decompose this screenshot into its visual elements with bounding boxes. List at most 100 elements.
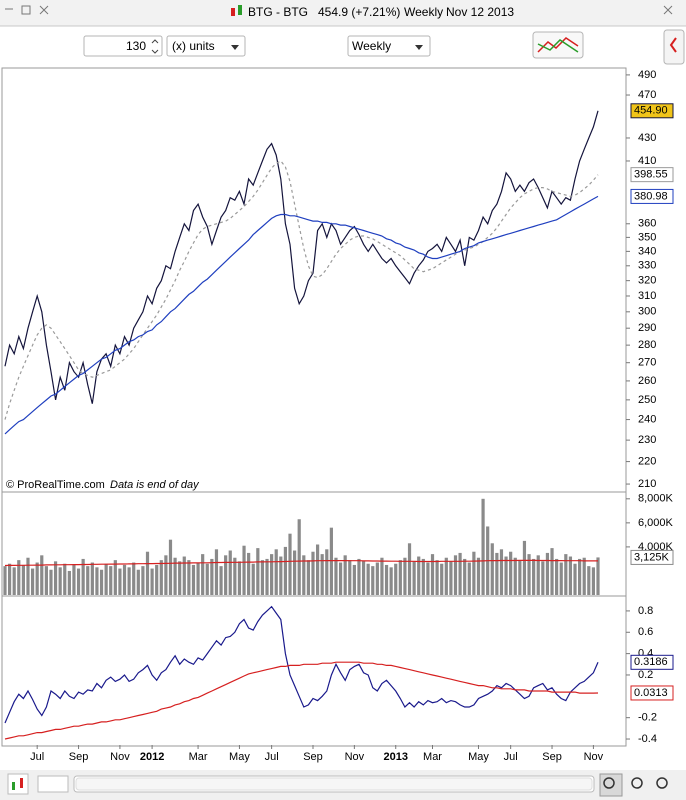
last-value-label: 0.0313 — [634, 687, 668, 699]
note: Data is end of day — [110, 479, 200, 491]
volume-bar — [191, 564, 196, 595]
y-tick-label: 260 — [638, 375, 656, 387]
volume-bar — [490, 543, 494, 595]
side-panel-button[interactable] — [663, 29, 685, 65]
volume-bar — [315, 544, 320, 595]
volume-bar — [476, 557, 481, 595]
y-tick-label: 220 — [638, 455, 656, 467]
volume-bar — [35, 562, 39, 595]
history-button[interactable] — [37, 775, 69, 793]
zoom-in[interactable] — [656, 777, 668, 789]
x-tick-label: 2013 — [383, 751, 407, 763]
last-value-box — [630, 188, 674, 204]
volume-bar — [233, 557, 237, 595]
last-value-label: 3,125K — [634, 551, 670, 563]
volume-bar — [26, 557, 30, 595]
scroll-thumb[interactable] — [75, 777, 593, 791]
volume-bar — [361, 561, 366, 595]
volume-bar — [118, 568, 122, 595]
zoom-tool[interactable] — [599, 773, 623, 797]
volume-bar — [145, 551, 150, 595]
maximize-button[interactable] — [21, 5, 31, 15]
volume-bar — [472, 551, 476, 595]
volume-bar — [338, 562, 343, 595]
y-tick-label: 320 — [638, 275, 656, 287]
y-tick-label: 340 — [638, 245, 656, 257]
volume-bar — [256, 548, 260, 595]
volume-bar — [384, 564, 389, 595]
y-tick-label: -0.4 — [638, 733, 657, 745]
volume-bar — [224, 555, 228, 595]
volume-bar — [499, 549, 504, 595]
volume-bar — [219, 566, 223, 595]
volume-bar — [122, 564, 127, 595]
volume-bar — [182, 556, 186, 595]
volume-bar — [242, 545, 246, 595]
volume-bar — [440, 563, 444, 595]
title-bar — [0, 0, 686, 26]
y-tick-label: -0.2 — [638, 712, 657, 724]
volume-bar — [541, 561, 545, 595]
volume-bar — [435, 560, 439, 595]
y-tick-label: 410 — [638, 155, 656, 167]
units-select[interactable] — [166, 35, 246, 57]
series-line — [4, 559, 598, 567]
volume-bar — [40, 555, 44, 595]
x-tick-label: Jul — [265, 751, 279, 763]
volume-bar — [159, 560, 163, 595]
volume-bar — [132, 562, 136, 595]
x-tick-label: 2012 — [140, 751, 164, 763]
volume-bar — [481, 498, 485, 595]
volume-bar — [141, 566, 145, 595]
y-tick-label: 310 — [638, 290, 656, 302]
volume-bar — [12, 567, 16, 595]
units-input[interactable] — [83, 35, 163, 57]
volume-bar — [527, 554, 531, 595]
volume-bar — [348, 560, 352, 595]
y-tick-label: 0.2 — [638, 669, 653, 681]
y-tick-label: 290 — [638, 322, 656, 334]
volume-bar — [279, 556, 283, 595]
y-tick-label: 360 — [638, 218, 656, 230]
volume-bar — [155, 564, 159, 595]
chart-type-button[interactable] — [7, 773, 29, 795]
symbol: BTG - BTG — [248, 5, 308, 19]
volume-bar — [49, 569, 53, 595]
volume-bar — [417, 556, 421, 595]
volume-bar — [178, 561, 182, 595]
volume-bar — [196, 562, 200, 595]
volume-bar — [564, 554, 568, 595]
y-tick-label: 0.8 — [638, 605, 653, 617]
volume-bar — [453, 555, 458, 595]
close-window-button[interactable] — [663, 5, 673, 15]
volume-bar — [67, 570, 71, 595]
volume-bar — [426, 562, 430, 595]
volume-bar — [81, 558, 85, 595]
close-button[interactable] — [39, 5, 49, 15]
x-tick-label: Mar — [189, 751, 208, 763]
y-tick-label: 280 — [638, 339, 656, 351]
volume-bar — [573, 563, 577, 595]
volume-bar — [228, 550, 232, 595]
zoom-out[interactable] — [631, 777, 643, 789]
x-tick-label: Nov — [584, 751, 604, 763]
volume-bar — [270, 554, 274, 595]
dropdown-arrow — [231, 45, 239, 50]
spinner[interactable] — [151, 39, 159, 54]
volume-bar — [495, 552, 499, 595]
volume-bar — [403, 557, 407, 595]
x-tick-label: Jul — [30, 751, 44, 763]
y-tick-label: 300 — [638, 306, 656, 318]
volume-bar — [375, 562, 379, 595]
volume-bar — [302, 555, 306, 595]
y-tick-label: 490 — [638, 69, 656, 81]
volume-bar — [306, 560, 310, 595]
icon — [12, 782, 15, 790]
volume-bar — [458, 552, 462, 595]
y-tick-label: 430 — [638, 132, 656, 144]
period-select[interactable] — [347, 35, 431, 57]
units-count: 130 — [126, 39, 146, 53]
chart-frame — [1, 67, 627, 747]
y-tick-label: 330 — [638, 260, 656, 272]
